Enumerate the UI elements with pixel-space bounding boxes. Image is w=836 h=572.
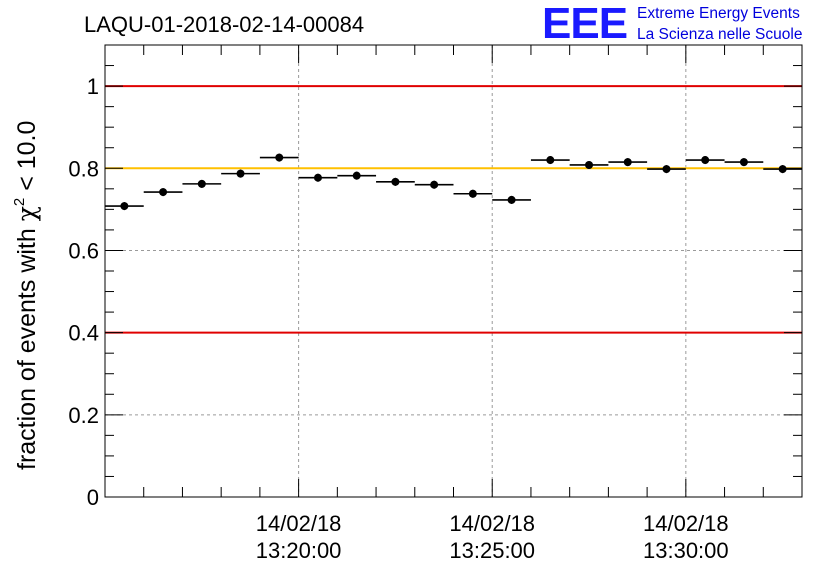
data-point-17 <box>778 165 787 174</box>
axes: 00.20.40.60.8114/02/1813:20:0014/02/1813… <box>68 44 803 563</box>
x-tick-date-2: 14/02/18 <box>643 511 729 536</box>
data-point-14 <box>662 165 671 174</box>
data-point-5 <box>313 173 322 182</box>
y-tick-label-2: 0.4 <box>68 321 99 346</box>
y-tick-label-5: 1 <box>87 74 99 99</box>
x-tick-time-1: 13:25:00 <box>449 538 535 563</box>
x-tick-time-0: 13:20:00 <box>256 538 342 563</box>
data-point-12 <box>585 160 594 169</box>
data-point-16 <box>739 158 748 167</box>
data-point-15 <box>701 156 710 165</box>
data-point-3 <box>236 169 245 178</box>
logo-line-1: Extreme Energy Events <box>637 5 800 22</box>
x-tick-date-1: 14/02/18 <box>449 511 535 536</box>
y-axis-label: fraction of events with χ2 < 10.0 <box>11 121 41 470</box>
reference-lines <box>105 85 802 334</box>
x-tick-time-2: 13:30:00 <box>643 538 729 563</box>
data-point-1 <box>159 188 168 197</box>
data-point-0 <box>120 202 129 211</box>
y-tick-label-1: 0.2 <box>68 403 99 428</box>
x-tick-date-0: 14/02/18 <box>256 511 342 536</box>
plot-frame <box>104 44 803 498</box>
data-point-10 <box>507 195 516 204</box>
eee-logo: EEE Extreme Energy Events La Scienza nel… <box>542 2 832 46</box>
y-tick-label-3: 0.6 <box>68 238 99 263</box>
data-point-11 <box>546 156 555 165</box>
data-point-4 <box>275 153 284 162</box>
logo-line-2: La Scienza nelle Scuole <box>637 26 803 43</box>
data-points <box>105 153 802 211</box>
data-point-9 <box>468 189 477 198</box>
data-point-2 <box>197 179 206 188</box>
grid-layer <box>105 45 802 497</box>
data-point-7 <box>391 177 400 186</box>
chart-title: LAQU-01-2018-02-14-00084 <box>84 12 364 37</box>
logo-mark: EEE <box>542 0 628 48</box>
data-point-8 <box>430 180 439 189</box>
y-tick-label-4: 0.8 <box>68 156 99 181</box>
data-point-6 <box>352 171 361 180</box>
y-tick-label-0: 0 <box>87 485 99 510</box>
data-point-13 <box>623 158 632 167</box>
